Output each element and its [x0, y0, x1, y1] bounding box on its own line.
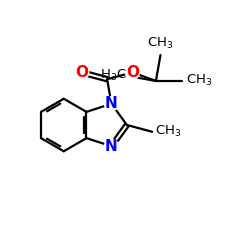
- Circle shape: [75, 66, 89, 80]
- Text: N: N: [105, 96, 118, 111]
- Text: CH$_3$: CH$_3$: [155, 124, 182, 139]
- Text: CH$_3$: CH$_3$: [186, 74, 212, 88]
- Circle shape: [126, 66, 140, 80]
- Circle shape: [104, 139, 118, 153]
- Text: H$_3$C: H$_3$C: [100, 68, 127, 83]
- Text: N: N: [105, 139, 118, 154]
- Circle shape: [104, 97, 118, 111]
- Text: O: O: [75, 65, 88, 80]
- Text: CH$_3$: CH$_3$: [147, 36, 174, 51]
- Text: O: O: [126, 65, 139, 80]
